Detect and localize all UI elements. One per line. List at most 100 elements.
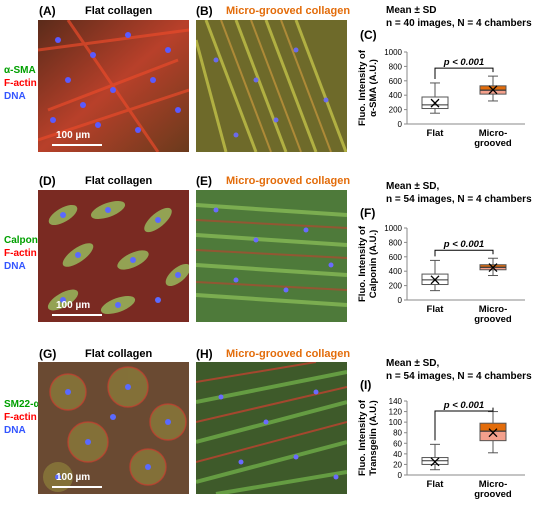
- scalebar-label-g: 100 µm: [56, 472, 91, 483]
- y-tick-label: 1000: [384, 224, 402, 233]
- scalebar-a: [52, 144, 102, 146]
- y-axis-label-line2: Calponin (A.U.): [368, 230, 379, 299]
- y-tick-label: 0: [398, 296, 403, 305]
- panel-letter-f: (F): [360, 206, 376, 220]
- x-tick-label: grooved: [474, 314, 512, 325]
- x-tick-label: Flat: [427, 128, 445, 139]
- stain-factin: F-actin: [4, 248, 37, 259]
- mean-marker: [488, 428, 498, 438]
- y-axis-label-line2: α-SMA (A.U.): [368, 59, 379, 117]
- y-tick-label: 40: [393, 450, 402, 459]
- stats-c-line2: n = 40 images, N = 4 chambers: [386, 18, 532, 29]
- stain-dna: DNA: [4, 425, 26, 436]
- stain-legend-3: SM22-α F-actin DNA: [4, 398, 40, 437]
- stats-f-line2: n = 54 images, N = 4 chambers: [386, 194, 532, 205]
- y-axis-label-line1: Fluo. Intensity of: [357, 49, 368, 126]
- micrograph-h: [196, 362, 347, 494]
- panel-letter-c: (C): [360, 28, 377, 42]
- x-tick-label: Micro-: [479, 304, 508, 315]
- y-tick-label: 400: [389, 267, 403, 276]
- y-axis-label-line1: Fluo. Intensity of: [357, 399, 368, 476]
- boxplot-i: Fluo. Intensity of Transgelin (A.U.) 0 2040…: [357, 397, 525, 500]
- micrograph-g: 100 µm: [38, 362, 189, 494]
- box-grooved-lower: [479, 89, 507, 95]
- panel-letter-i: (I): [360, 378, 372, 392]
- boxplot-c: Fluo. Intensity of α-SMA (A.U.) 0 200 400 600…: [357, 48, 525, 149]
- mean-marker: [488, 85, 498, 95]
- stats-i: Mean ± SD, n = 54 images, N = 4 chambers: [386, 357, 532, 383]
- y-tick-label: 60: [393, 439, 402, 448]
- x-tick-label: Flat: [427, 304, 445, 315]
- stain-factin: F-actin: [4, 78, 37, 89]
- x-tick-label: Micro-: [479, 479, 508, 490]
- panel-letter-e: (E): [196, 174, 212, 188]
- boxplot-f: Fluo. Intensity of Calponin (A.U.) 0 200 400…: [357, 224, 525, 325]
- micrograph-a: 100 µm: [38, 20, 189, 152]
- micrograph-d-art: [38, 190, 189, 322]
- y-axis-label-line1: Fluo. Intensity of: [357, 225, 368, 302]
- x-tick-label: Micro-: [479, 128, 508, 139]
- y-tick-label: 140: [389, 397, 403, 406]
- y-tick-label: 800: [389, 238, 403, 247]
- x-tick-label: grooved: [474, 138, 512, 149]
- y-tick-label: 100: [389, 418, 403, 427]
- significance-bracket: [434, 407, 494, 441]
- y-tick-label: 120: [389, 408, 403, 417]
- panel-letter-h: (H): [196, 347, 213, 361]
- micrograph-d: 100 µm: [38, 190, 189, 322]
- panel-title-a: Flat collagen: [85, 5, 153, 17]
- panel-letter-a: (A): [39, 4, 56, 18]
- micrograph-b: [196, 20, 347, 152]
- micrograph-h-art: [196, 362, 347, 494]
- stats-i-line1: Mean ± SD,: [386, 358, 440, 369]
- scalebar-d: [52, 314, 102, 316]
- significance-bracket: [434, 67, 494, 79]
- y-tick-label: 600: [389, 253, 403, 262]
- scalebar-label-a: 100 µm: [56, 130, 91, 141]
- y-tick-label: 0: [398, 120, 403, 129]
- mean-marker: [430, 457, 440, 467]
- y-tick-label: 20: [393, 460, 402, 469]
- stats-i-line2: n = 54 images, N = 4 chambers: [386, 371, 532, 382]
- p-value-annotation: p < 0.001: [443, 57, 484, 68]
- p-value-annotation: p < 0.001: [443, 239, 484, 250]
- stats-c: Mean ± SD n = 40 images, N = 4 chambers: [386, 4, 532, 30]
- y-tick-label: 1000: [384, 48, 402, 57]
- stats-c-line1: Mean ± SD: [386, 5, 437, 16]
- mean-marker: [430, 98, 440, 108]
- y-tick-label: 0: [398, 471, 403, 480]
- y-tick-label: 80: [393, 429, 402, 438]
- micrograph-b-art: [196, 20, 347, 152]
- stain-legend-1: α-SMA F-actin DNA: [4, 64, 37, 103]
- p-value-annotation: p < 0.001: [443, 400, 484, 411]
- panel-title-d: Flat collagen: [85, 175, 153, 187]
- y-tick-label: 800: [389, 62, 403, 71]
- stain-legend-2: Calponin F-actin DNA: [4, 234, 47, 273]
- y-tick-label: 600: [389, 77, 403, 86]
- mean-marker: [488, 263, 498, 273]
- y-tick-label: 400: [389, 91, 403, 100]
- panel-title-b: Micro-grooved collagen: [226, 5, 351, 17]
- x-tick-label: grooved: [474, 489, 512, 500]
- y-axis-label-line2: Transgelin (A.U.): [368, 400, 379, 475]
- stain-marker: α-SMA: [4, 65, 36, 76]
- scalebar-label-d: 100 µm: [56, 300, 91, 311]
- stain-marker: SM22-α: [4, 399, 40, 410]
- panel-letter-g: (G): [39, 347, 57, 361]
- y-tick-label: 200: [389, 282, 403, 291]
- stats-f-line1: Mean ± SD,: [386, 181, 440, 192]
- panel-letter-b: (B): [196, 4, 213, 18]
- panel-title-g: Flat collagen: [85, 348, 153, 360]
- box-grooved-upper: [479, 422, 507, 432]
- scalebar-g: [52, 486, 102, 488]
- stain-dna: DNA: [4, 91, 26, 102]
- panel-title-e: Micro-grooved collagen: [226, 175, 351, 187]
- x-tick-label: Flat: [427, 479, 445, 490]
- stain-dna: DNA: [4, 261, 26, 272]
- micrograph-a-art: [38, 20, 189, 152]
- micrograph-e-art: [196, 190, 347, 322]
- mean-marker: [430, 275, 440, 285]
- micrograph-e: [196, 190, 347, 322]
- micrograph-g-art: [38, 362, 189, 494]
- y-tick-label: 200: [389, 106, 403, 115]
